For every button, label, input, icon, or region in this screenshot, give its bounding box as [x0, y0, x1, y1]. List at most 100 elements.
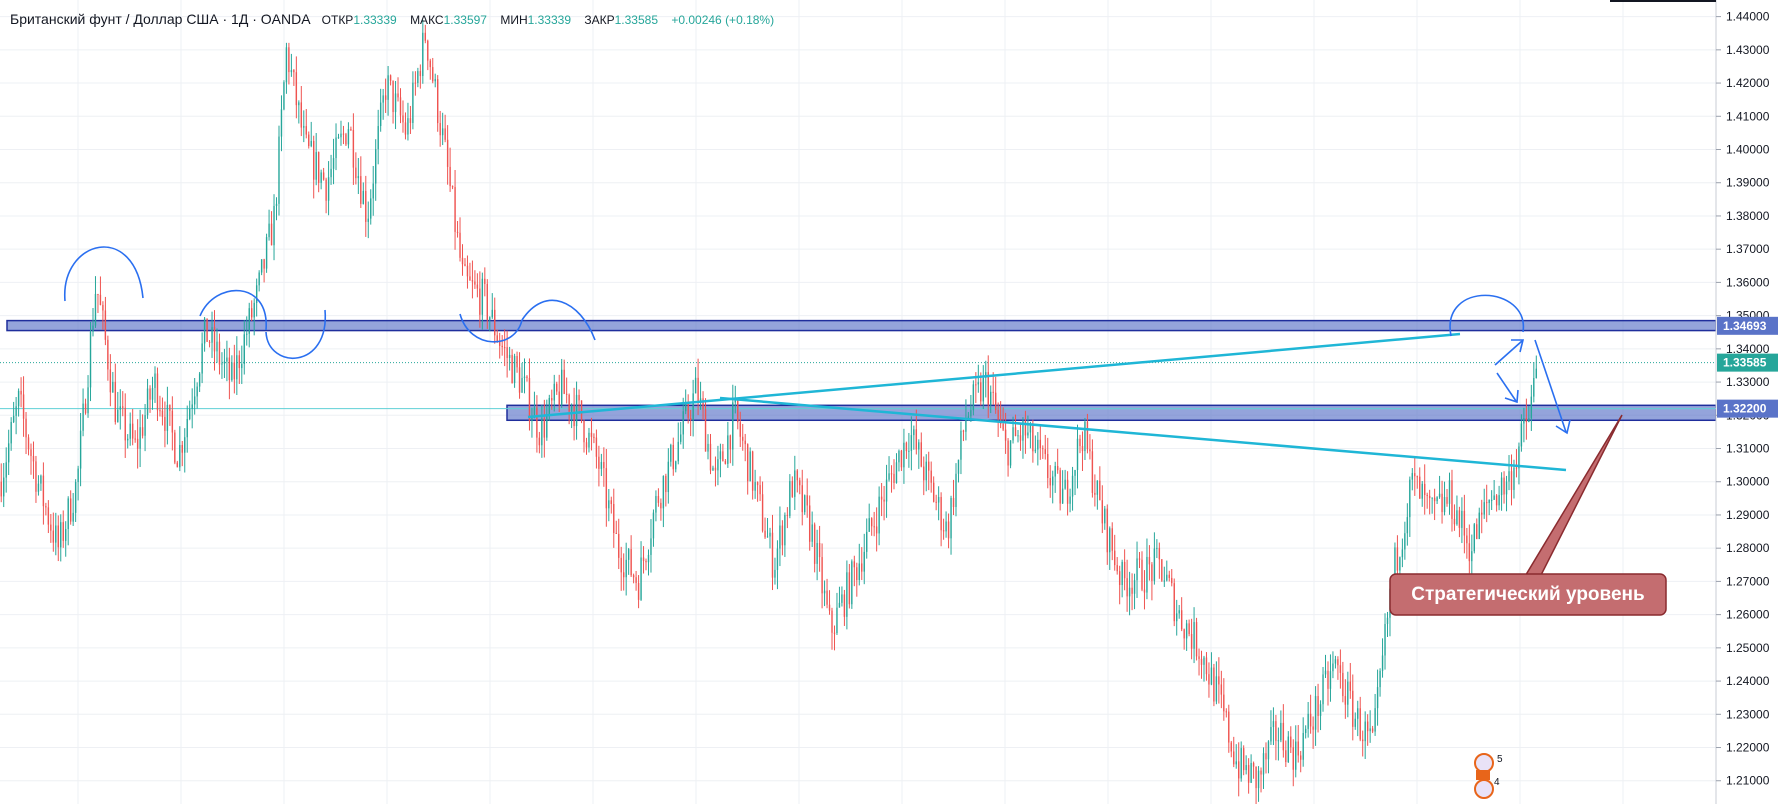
- candle-body[interactable]: [506, 347, 508, 358]
- candle-body[interactable]: [0, 481, 2, 497]
- candle-body[interactable]: [156, 373, 159, 411]
- candle-body[interactable]: [1461, 510, 1463, 528]
- candle-body[interactable]: [1381, 655, 1384, 671]
- candle-body[interactable]: [1081, 446, 1084, 452]
- candle-body[interactable]: [1414, 473, 1416, 477]
- candle-body[interactable]: [466, 265, 469, 277]
- candle-body[interactable]: [990, 391, 992, 405]
- candle-body[interactable]: [474, 281, 476, 285]
- candle-body[interactable]: [915, 429, 918, 450]
- candle-body[interactable]: [568, 394, 570, 412]
- candle-body[interactable]: [957, 459, 960, 474]
- candle-body[interactable]: [1528, 418, 1530, 422]
- candle-body[interactable]: [657, 496, 660, 503]
- candle-body[interactable]: [781, 525, 784, 546]
- candle-body[interactable]: [848, 572, 851, 605]
- candle-body[interactable]: [377, 126, 379, 150]
- candle-body[interactable]: [1396, 547, 1399, 571]
- arc-right-top[interactable]: [1449, 294, 1524, 337]
- candle-body[interactable]: [1037, 439, 1039, 450]
- candle-body[interactable]: [337, 137, 340, 139]
- candle-body[interactable]: [593, 436, 595, 438]
- candle-body[interactable]: [1471, 551, 1473, 562]
- candle-body[interactable]: [521, 378, 523, 393]
- candle-body[interactable]: [332, 158, 335, 169]
- candle-body[interactable]: [238, 355, 241, 369]
- candle-body[interactable]: [1485, 502, 1488, 504]
- candle-body[interactable]: [511, 354, 513, 384]
- candle-body[interactable]: [526, 376, 528, 379]
- candle-body[interactable]: [1476, 524, 1478, 540]
- candle-body[interactable]: [1458, 510, 1461, 528]
- candle-body[interactable]: [789, 481, 791, 516]
- candle-body[interactable]: [900, 450, 903, 468]
- candle-body[interactable]: [1297, 741, 1299, 756]
- candle-body[interactable]: [655, 496, 657, 513]
- candle-body[interactable]: [1146, 556, 1148, 593]
- candle-body[interactable]: [1394, 547, 1396, 578]
- candle-body[interactable]: [82, 403, 84, 431]
- candle-body[interactable]: [1042, 448, 1044, 450]
- candle-body[interactable]: [680, 434, 682, 442]
- candle-body[interactable]: [908, 450, 910, 452]
- candle-body[interactable]: [265, 237, 268, 269]
- candle-body[interactable]: [370, 198, 372, 219]
- candle-body[interactable]: [1116, 565, 1118, 572]
- candle-body[interactable]: [1490, 499, 1493, 501]
- candle-body[interactable]: [932, 482, 935, 502]
- candle-body[interactable]: [970, 410, 972, 417]
- candle-body[interactable]: [20, 390, 22, 395]
- candle-body[interactable]: [1334, 659, 1337, 664]
- candle-body[interactable]: [429, 60, 431, 68]
- candle-body[interactable]: [216, 341, 218, 352]
- candle-body[interactable]: [707, 443, 709, 452]
- candle-body[interactable]: [672, 444, 674, 470]
- candle-body[interactable]: [293, 70, 295, 73]
- candle-body[interactable]: [794, 470, 796, 497]
- candle-body[interactable]: [513, 356, 516, 384]
- candle-body[interactable]: [1183, 629, 1185, 639]
- candle-body[interactable]: [444, 128, 446, 140]
- candle-body[interactable]: [278, 136, 280, 204]
- candle-body[interactable]: [1280, 722, 1282, 741]
- candle-body[interactable]: [74, 482, 77, 513]
- candle-body[interactable]: [1193, 622, 1195, 649]
- falling-trendline[interactable]: [719, 396, 1567, 472]
- candle-body[interactable]: [1009, 440, 1012, 466]
- candle-body[interactable]: [1123, 561, 1126, 579]
- candle-body[interactable]: [702, 398, 704, 410]
- candle-body[interactable]: [923, 466, 925, 481]
- candle-body[interactable]: [1195, 622, 1198, 657]
- candle-body[interactable]: [459, 232, 461, 258]
- candle-body[interactable]: [407, 118, 409, 135]
- candle-body[interactable]: [1369, 728, 1371, 732]
- candle-body[interactable]: [635, 577, 637, 583]
- candle-body[interactable]: [1525, 418, 1528, 422]
- candle-body[interactable]: [223, 361, 226, 364]
- candle-body[interactable]: [189, 408, 191, 419]
- candle-body[interactable]: [652, 512, 655, 539]
- candle-body[interactable]: [37, 483, 40, 492]
- candle-body[interactable]: [84, 403, 87, 414]
- candle-body[interactable]: [87, 387, 89, 414]
- candle-body[interactable]: [1086, 421, 1089, 450]
- candle-body[interactable]: [1386, 617, 1389, 624]
- candle-body[interactable]: [231, 362, 233, 381]
- candle-body[interactable]: [759, 485, 761, 495]
- candle-body[interactable]: [1106, 508, 1108, 553]
- candle-body[interactable]: [1275, 721, 1277, 741]
- candle-body[interactable]: [843, 594, 846, 617]
- candle-body[interactable]: [191, 404, 193, 409]
- candle-body[interactable]: [1094, 492, 1096, 495]
- candle-body[interactable]: [1503, 477, 1505, 495]
- candle-body[interactable]: [335, 137, 337, 159]
- candle-body[interactable]: [1173, 583, 1175, 622]
- candle-body[interactable]: [1089, 449, 1091, 452]
- candle-body[interactable]: [1481, 512, 1483, 515]
- candle-body[interactable]: [1302, 732, 1304, 760]
- candle-body[interactable]: [699, 398, 702, 402]
- candle-body[interactable]: [1446, 497, 1448, 504]
- candle-body[interactable]: [662, 475, 665, 509]
- candle-body[interactable]: [1327, 670, 1329, 689]
- candle-body[interactable]: [419, 71, 422, 77]
